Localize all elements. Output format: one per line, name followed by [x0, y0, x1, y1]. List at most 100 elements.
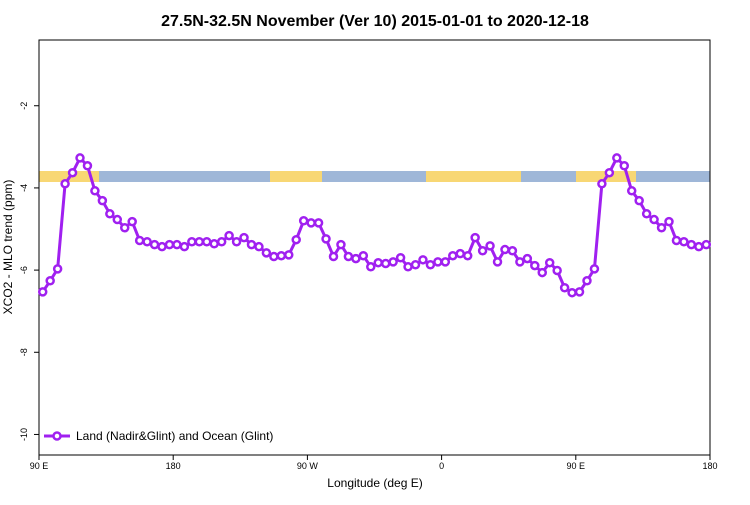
data-point	[544, 257, 555, 268]
data-point	[470, 232, 480, 243]
x-tick-label: 180	[166, 461, 181, 471]
data-point	[291, 234, 301, 245]
data-point	[388, 257, 398, 267]
data-point	[216, 236, 227, 247]
data-point	[134, 235, 145, 246]
data-point	[589, 264, 600, 274]
data-point	[515, 257, 525, 267]
data-point	[351, 253, 361, 264]
data-point	[127, 216, 137, 227]
data-point	[269, 251, 279, 262]
data-point	[328, 251, 339, 262]
data-point	[298, 216, 309, 226]
data-point	[90, 186, 100, 196]
legend-marker	[52, 431, 62, 441]
data-point	[284, 250, 294, 260]
data-point	[306, 218, 316, 228]
data-point	[641, 209, 652, 219]
y-axis-label: XCO2 - MLO trend (ppm)	[1, 180, 15, 315]
x-axis-label: Longitude (deg E)	[327, 476, 422, 490]
data-point	[612, 153, 622, 163]
data-point	[604, 167, 615, 178]
data-point	[552, 265, 562, 276]
y-tick-label: -10	[19, 428, 29, 441]
x-tick-label: 90 W	[297, 461, 319, 471]
data-point	[410, 260, 421, 270]
data-point	[142, 236, 152, 247]
data-point	[403, 262, 413, 272]
x-tick-label: 90 E	[30, 461, 49, 471]
ocean-strip	[39, 171, 710, 182]
data-point	[664, 216, 674, 227]
data-point	[455, 248, 465, 259]
data-point	[671, 235, 682, 246]
data-point	[67, 167, 78, 178]
y-tick-label: -6	[19, 266, 29, 274]
data-point	[343, 251, 354, 262]
data-point	[649, 214, 659, 225]
data-point	[701, 239, 712, 250]
data-point	[75, 153, 85, 163]
x-tick-label: 90 E	[567, 461, 586, 471]
data-point	[164, 239, 175, 250]
data-point	[530, 260, 540, 271]
land-strip	[426, 171, 521, 182]
data-point	[574, 287, 585, 297]
data-point	[105, 209, 115, 219]
x-tick-label: 180	[702, 461, 717, 471]
data-point	[239, 232, 249, 243]
data-point	[321, 234, 331, 244]
data-point	[559, 283, 570, 293]
data-point	[380, 258, 391, 269]
x-tick-label: 0	[439, 461, 444, 471]
legend-entry: Land (Nadir&Glint) and Ocean (Glint)	[44, 429, 273, 443]
data-point	[492, 257, 503, 267]
plot-frame	[38, 39, 711, 456]
data-point	[112, 214, 123, 225]
data-point	[246, 239, 257, 250]
data-point	[507, 246, 518, 256]
data-point	[209, 239, 219, 249]
data-point	[440, 257, 451, 267]
data-point	[224, 230, 234, 241]
data-point	[597, 179, 607, 189]
data-point	[656, 223, 667, 233]
data-point	[686, 239, 697, 250]
data-point	[694, 241, 704, 252]
chart-title: 27.5N-32.5N November (Ver 10) 2015-01-01…	[161, 13, 589, 30]
data-point	[37, 287, 48, 297]
data-point	[462, 250, 473, 261]
data-point	[119, 223, 130, 233]
data-point	[395, 253, 406, 263]
data-point	[433, 257, 443, 267]
data-point	[425, 260, 436, 270]
data-point	[187, 236, 197, 247]
data-point	[172, 239, 182, 250]
legend-label: Land (Nadir&Glint) and Ocean (Glint)	[76, 429, 273, 443]
data-point	[582, 276, 592, 286]
y-tick-label: -8	[19, 348, 29, 356]
data-point	[366, 262, 376, 272]
data-point	[60, 179, 70, 189]
data-point	[254, 241, 264, 252]
data-point	[626, 186, 637, 196]
data-point	[157, 241, 167, 252]
data-point	[336, 239, 346, 250]
data-point	[97, 195, 108, 206]
data-point	[202, 236, 212, 247]
data-point	[149, 239, 160, 250]
data-point	[373, 257, 383, 268]
data-point	[179, 241, 190, 252]
data-point	[537, 267, 547, 278]
data-point	[276, 250, 287, 261]
data-point	[52, 264, 63, 274]
data-point	[45, 276, 55, 286]
data-point	[448, 250, 458, 261]
data-point	[567, 287, 577, 298]
data-point	[477, 246, 488, 256]
data-point	[418, 255, 428, 265]
y-tick-label: -2	[19, 102, 29, 110]
data-point	[231, 236, 242, 247]
data-point	[261, 248, 272, 258]
